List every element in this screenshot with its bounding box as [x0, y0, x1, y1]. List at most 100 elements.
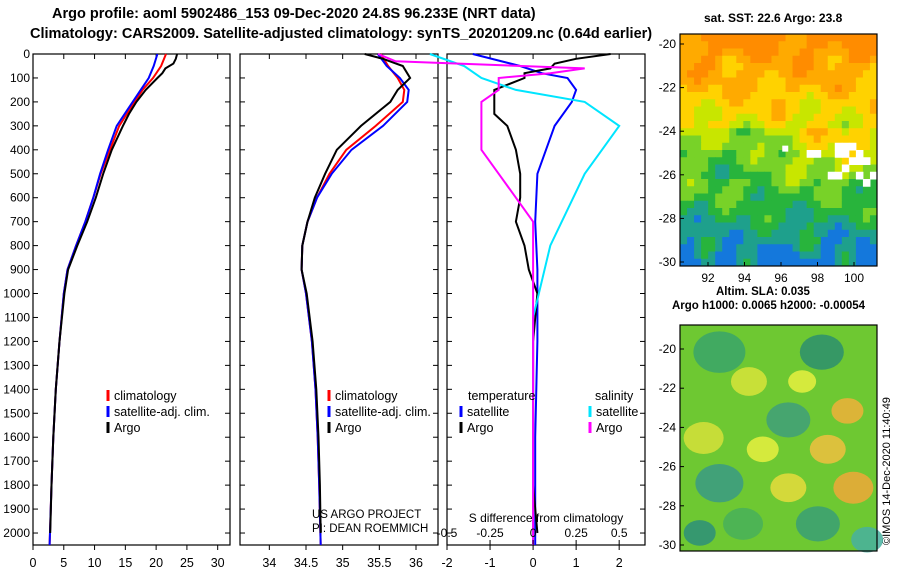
sst-cell [806, 171, 815, 180]
sst-cell [729, 258, 737, 267]
sst-cell [708, 244, 716, 252]
sst-cell [827, 48, 836, 57]
depth-tick-label: 800 [10, 239, 30, 253]
sst-cell [834, 186, 843, 194]
sst-cell [743, 121, 751, 129]
sst-cell [764, 229, 772, 238]
depth-tick-label: 100 [10, 71, 30, 85]
sst-cell [778, 171, 787, 180]
sst-cloud-cell [841, 142, 850, 151]
sst-cell [722, 229, 730, 238]
sst-cell [743, 208, 751, 216]
sst-cell [771, 251, 779, 260]
panel-frame-temperature-profile [32, 53, 231, 546]
sst-cell [701, 237, 709, 245]
sst-cell [757, 157, 765, 165]
sla-ytick-label: -24 [659, 420, 677, 434]
sst-cell [799, 244, 808, 252]
sst-cell [750, 215, 758, 223]
sla-blob [766, 402, 811, 438]
sst-cell [827, 55, 836, 64]
sst-cell [708, 251, 716, 260]
sla-blob [851, 526, 884, 553]
sst-cell [743, 200, 751, 209]
sst-cell [785, 63, 794, 71]
sst-cell [841, 179, 850, 187]
sst-cell [680, 34, 688, 42]
sst-ytick-label: -22 [659, 81, 677, 95]
sst-cell [785, 55, 794, 64]
sst-cell [827, 179, 836, 187]
sst-cell [729, 244, 737, 252]
sst-cell [806, 99, 815, 107]
sst-cell [743, 193, 751, 202]
sst-cell [813, 128, 822, 136]
sst-cell [743, 237, 751, 245]
sst-cell [799, 229, 808, 238]
salinity-profile-xtick-label: 34 [262, 556, 276, 570]
sst-cell [757, 171, 765, 180]
sst-cell [827, 222, 836, 231]
sst-cell [785, 222, 794, 231]
header-title-line1: Argo profile: aoml 5902486_153 09-Dec-20… [52, 6, 536, 22]
sst-cell [750, 142, 758, 151]
sst-cell [813, 186, 822, 194]
sst-cell [834, 179, 843, 187]
sst-cell [743, 258, 751, 267]
sst-cell [701, 92, 709, 100]
sst-cell [778, 193, 787, 202]
sla-map-title: Altim. SLA: 0.035 [716, 286, 810, 298]
sst-cell [785, 150, 794, 158]
sst-cell [799, 63, 808, 71]
sst-cell [687, 34, 695, 42]
sst-cell [715, 77, 723, 86]
sst-cell [708, 121, 716, 129]
sst-cell [694, 34, 702, 42]
sst-ytick-label: -20 [659, 37, 677, 51]
sst-cell [743, 251, 751, 260]
sst-cell [694, 135, 702, 144]
sst-cell [778, 237, 787, 245]
sst-cell [701, 63, 709, 71]
sst-cell [757, 237, 765, 245]
sst-cell [827, 135, 836, 144]
sst-cell [708, 171, 716, 180]
sst-cell [855, 258, 864, 267]
sst-cell [799, 215, 808, 223]
sst-cell [799, 128, 808, 136]
sst-cell [778, 251, 787, 260]
sst-cell [687, 150, 695, 158]
depth-tick-label: 1700 [3, 454, 30, 468]
sst-cell [820, 70, 829, 78]
sst-cell [680, 142, 688, 151]
sst-cell [792, 193, 801, 202]
sst-cell [771, 70, 779, 78]
sst-cell [743, 77, 751, 86]
sst-cell [680, 237, 688, 245]
sst-cell [841, 135, 850, 144]
sst-cell [722, 258, 730, 267]
sst-cell [848, 99, 857, 107]
sst-cell [708, 164, 716, 173]
sst-cell [855, 63, 864, 71]
sst-cell [848, 237, 857, 245]
sst-cell [848, 251, 857, 260]
sst-cell [680, 179, 688, 187]
sst-cell [827, 208, 836, 216]
sst-cell [771, 258, 779, 267]
sst-cell [841, 128, 850, 136]
sst-cell [757, 200, 765, 209]
sst-cell [750, 41, 758, 49]
sst-cell [862, 186, 871, 194]
sst-cell [820, 157, 829, 165]
sst-cell [799, 48, 808, 57]
sla-blob [683, 520, 716, 546]
sst-cell [862, 150, 871, 158]
sst-cell [869, 48, 878, 57]
sst-cell [778, 258, 787, 267]
sst-cell [764, 215, 772, 223]
sst-cell [869, 258, 878, 267]
sst-cell [848, 150, 857, 158]
sst-cell [834, 70, 843, 78]
sst-cell [687, 41, 695, 49]
